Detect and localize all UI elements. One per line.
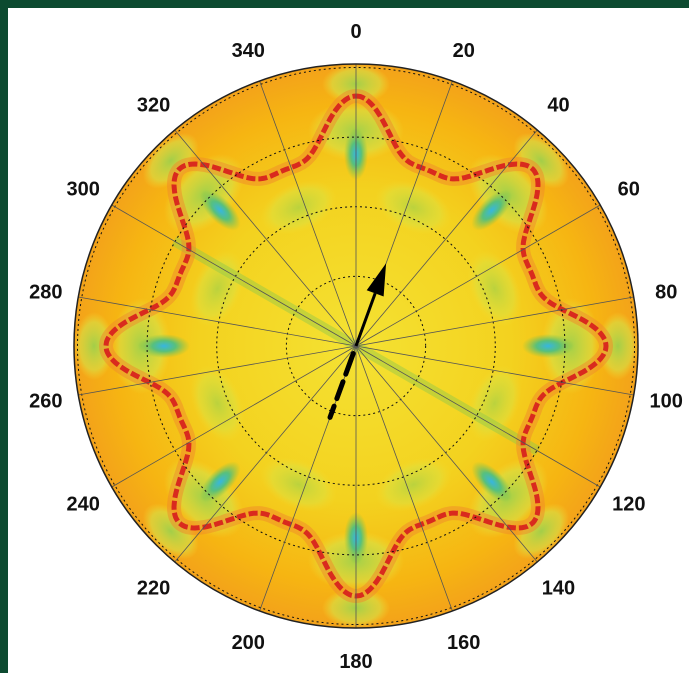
field-inner-band: [260, 180, 337, 235]
field-inner-band: [260, 457, 337, 512]
angle-tick-label: 140: [542, 577, 575, 599]
field-minimum-patch: [522, 334, 574, 358]
grid-ring: [146, 136, 566, 556]
field-outer-band: [74, 312, 114, 380]
arrow-tail-segment: [327, 403, 337, 420]
grid-spoke: [355, 345, 453, 612]
field-inner-band: [190, 250, 245, 327]
arrow-tail-segment: [334, 379, 346, 402]
field-minimum-patch: [199, 189, 241, 231]
direction-arrow: [327, 263, 387, 420]
arrow-head: [366, 263, 387, 297]
angle-tick-label: 220: [137, 577, 170, 599]
grid-spoke: [355, 129, 538, 347]
angle-tick-label: 20: [453, 40, 475, 62]
angular-tick-labels: 0 20 40 60 80 100 120 140 160 180 200 220 240 260 280 3…: [29, 21, 683, 673]
field-minimum-patch: [138, 334, 190, 358]
polar-contour-chart: 0 20 40 60 80 100 120 140 160 180 200 220 240 260 280 3…: [29, 21, 683, 673]
grid-ring: [285, 275, 427, 417]
angle-tick-label: 260: [29, 391, 62, 413]
grid-spoke: [355, 345, 601, 488]
angle-tick-label: 0: [350, 21, 361, 43]
angle-tick-label: 80: [655, 281, 677, 303]
grid-spoke: [78, 296, 357, 347]
field-inner-band: [190, 365, 245, 442]
angle-tick-label: 340: [232, 40, 265, 62]
angle-tick-label: 60: [618, 179, 640, 201]
field-outer-band: [598, 312, 638, 380]
grid-spoke: [355, 345, 634, 396]
field-minimum-patch: [199, 461, 241, 503]
angle-tick-label: 320: [137, 95, 170, 117]
grid-spoke: [355, 345, 538, 563]
outer-boundary: [73, 63, 639, 629]
field-inner-band: [375, 457, 452, 512]
field-inner-band: [375, 180, 452, 235]
field-minimum-patch: [471, 189, 513, 231]
angle-tick-label: 280: [29, 281, 62, 303]
angle-tick-label: 160: [447, 632, 480, 654]
angle-tick-label: 300: [67, 179, 100, 201]
chart-canvas: 0 20 40 60 80 100 120 140 160 180 200 220 240 260 280 3…: [8, 8, 689, 673]
grid-spoke: [78, 345, 357, 396]
angle-tick-label: 180: [339, 651, 372, 673]
angle-tick-label: 200: [232, 632, 265, 654]
angle-tick-label: 240: [67, 494, 100, 516]
field-minimum-patch: [471, 461, 513, 503]
field-inner-band: [467, 365, 522, 442]
grid-spoke: [111, 204, 357, 347]
angle-tick-label: 120: [612, 494, 645, 516]
grid-spoke: [355, 296, 634, 347]
grid-spoke: [174, 345, 357, 563]
angle-tick-label: 40: [547, 95, 569, 117]
grid-spoke: [174, 129, 357, 347]
field-inner-band: [467, 250, 522, 327]
grid-spoke: [355, 204, 601, 347]
polar-grid: [73, 63, 639, 629]
angle-tick-label: 100: [650, 391, 683, 413]
arrow-shaft: [354, 292, 377, 347]
grid-spoke: [259, 80, 357, 347]
arrow-tail-segment: [343, 351, 356, 377]
grid-spoke: [111, 345, 357, 488]
